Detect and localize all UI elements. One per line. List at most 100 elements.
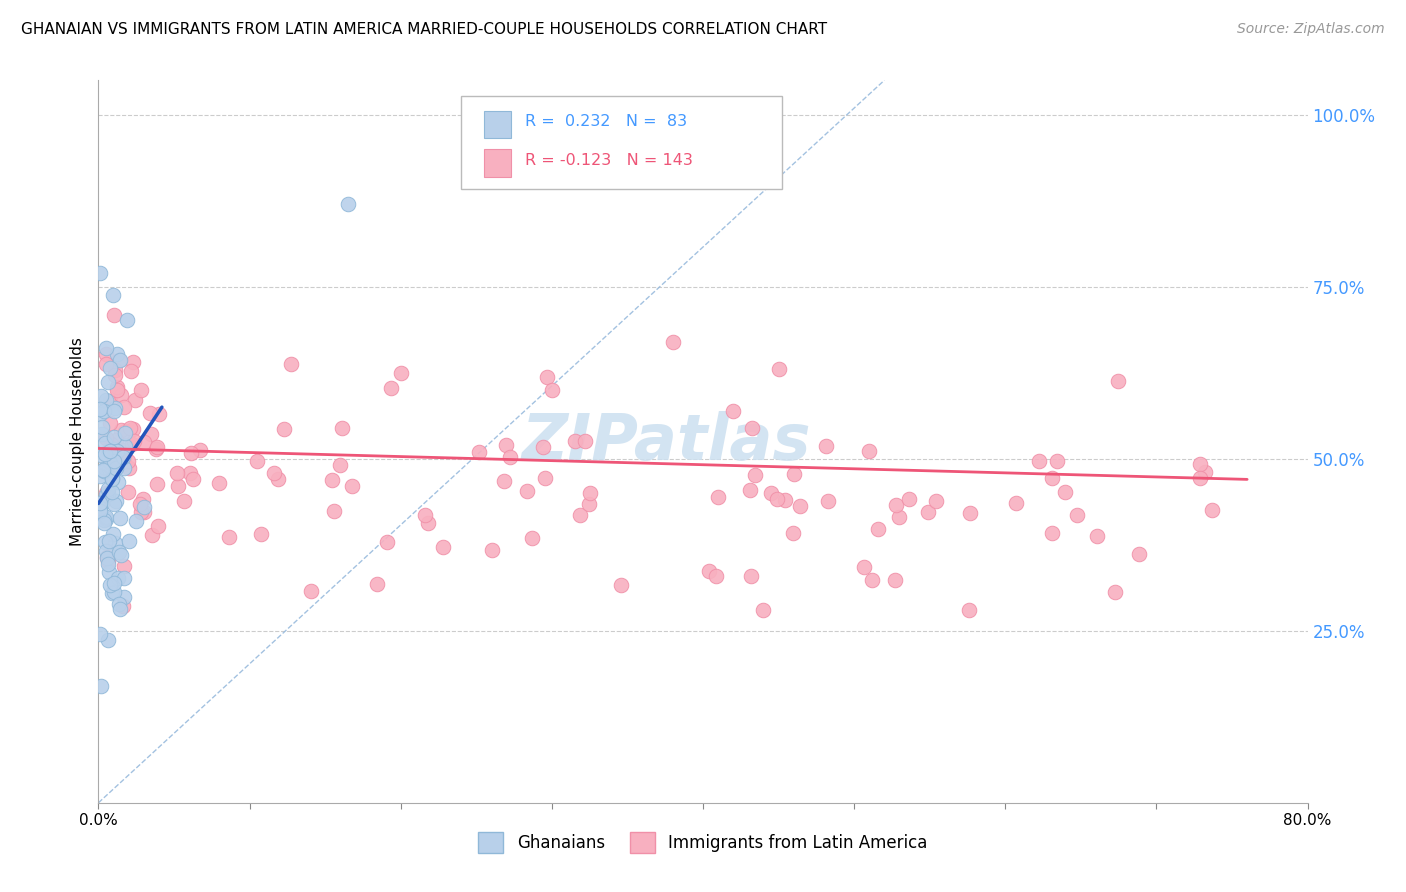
Point xyxy=(125,514,148,528)
Point xyxy=(146,518,169,533)
Point xyxy=(91,420,114,434)
Point xyxy=(866,522,889,536)
Point xyxy=(1128,547,1150,561)
Point xyxy=(957,603,980,617)
Point xyxy=(108,353,131,368)
Point xyxy=(108,601,131,615)
Point xyxy=(112,558,135,573)
Point xyxy=(112,457,135,471)
Point xyxy=(112,451,135,466)
Point xyxy=(96,549,118,564)
Point xyxy=(117,454,139,468)
Point xyxy=(112,461,135,475)
Point xyxy=(751,603,773,617)
Point xyxy=(110,388,132,402)
Point xyxy=(94,486,117,500)
Point xyxy=(111,599,134,613)
Legend: Ghanaians, Immigrants from Latin America: Ghanaians, Immigrants from Latin America xyxy=(472,826,934,860)
Point xyxy=(121,422,143,436)
Point xyxy=(389,366,412,380)
Text: R =  0.232   N =  83: R = 0.232 N = 83 xyxy=(526,114,688,129)
Point xyxy=(852,560,875,574)
Point xyxy=(432,541,454,555)
Point xyxy=(336,197,359,211)
Point xyxy=(96,512,118,526)
Point xyxy=(166,479,188,493)
Point xyxy=(93,448,115,462)
Point xyxy=(1042,526,1064,541)
Point xyxy=(96,554,118,568)
Point xyxy=(94,488,117,502)
Point xyxy=(114,425,136,439)
Point xyxy=(181,472,204,486)
Point xyxy=(89,407,111,421)
Point xyxy=(789,500,811,514)
Point xyxy=(661,334,683,349)
Point xyxy=(132,435,155,450)
Point xyxy=(108,510,131,524)
Point xyxy=(103,527,125,541)
Point xyxy=(413,508,436,523)
Point xyxy=(738,483,761,498)
Point xyxy=(96,550,118,565)
Point xyxy=(773,493,796,508)
Bar xyxy=(484,149,510,177)
Point xyxy=(817,494,839,508)
Point xyxy=(97,633,120,648)
Point xyxy=(139,406,162,420)
Point xyxy=(578,497,600,511)
Point xyxy=(98,416,121,430)
Point xyxy=(522,531,544,545)
Point xyxy=(101,442,124,456)
Point xyxy=(118,534,141,549)
Point xyxy=(97,483,120,497)
Point xyxy=(93,513,115,527)
Point xyxy=(574,434,596,448)
Point xyxy=(89,627,111,641)
Point xyxy=(98,566,121,580)
Point xyxy=(96,341,118,355)
Point xyxy=(97,557,120,571)
Point xyxy=(93,403,115,417)
Point xyxy=(117,313,139,327)
Point xyxy=(342,479,364,493)
Point xyxy=(1028,454,1050,468)
Text: R = -0.123   N = 143: R = -0.123 N = 143 xyxy=(526,153,693,168)
Point xyxy=(107,571,129,585)
Point xyxy=(280,357,302,371)
Point xyxy=(100,454,122,468)
Point xyxy=(114,571,136,585)
Point xyxy=(103,308,125,322)
Point xyxy=(273,422,295,436)
Point xyxy=(105,434,128,448)
Point xyxy=(534,471,557,485)
Point xyxy=(101,471,124,485)
Point xyxy=(94,347,117,361)
Point xyxy=(97,444,120,458)
Point xyxy=(536,370,558,384)
Point xyxy=(884,499,907,513)
Point xyxy=(218,529,240,543)
Point xyxy=(917,505,939,519)
Point xyxy=(103,584,125,599)
Point xyxy=(132,500,155,514)
Point xyxy=(91,426,114,441)
Point xyxy=(117,485,139,500)
Text: GHANAIAN VS IMMIGRANTS FROM LATIN AMERICA MARRIED-COUPLE HOUSEHOLDS CORRELATION : GHANAIAN VS IMMIGRANTS FROM LATIN AMERIC… xyxy=(21,22,827,37)
Point xyxy=(98,394,121,409)
Point xyxy=(103,497,125,511)
Point xyxy=(94,431,117,445)
Point xyxy=(94,435,117,450)
Point xyxy=(124,393,146,408)
Point xyxy=(188,443,211,458)
Point xyxy=(814,439,837,453)
Point xyxy=(107,380,129,394)
Point xyxy=(366,576,388,591)
Point xyxy=(89,495,111,509)
Point xyxy=(740,569,762,583)
Point xyxy=(860,573,883,587)
Point xyxy=(110,423,132,437)
Point xyxy=(118,421,141,435)
Point xyxy=(93,464,115,478)
Point xyxy=(105,460,128,475)
